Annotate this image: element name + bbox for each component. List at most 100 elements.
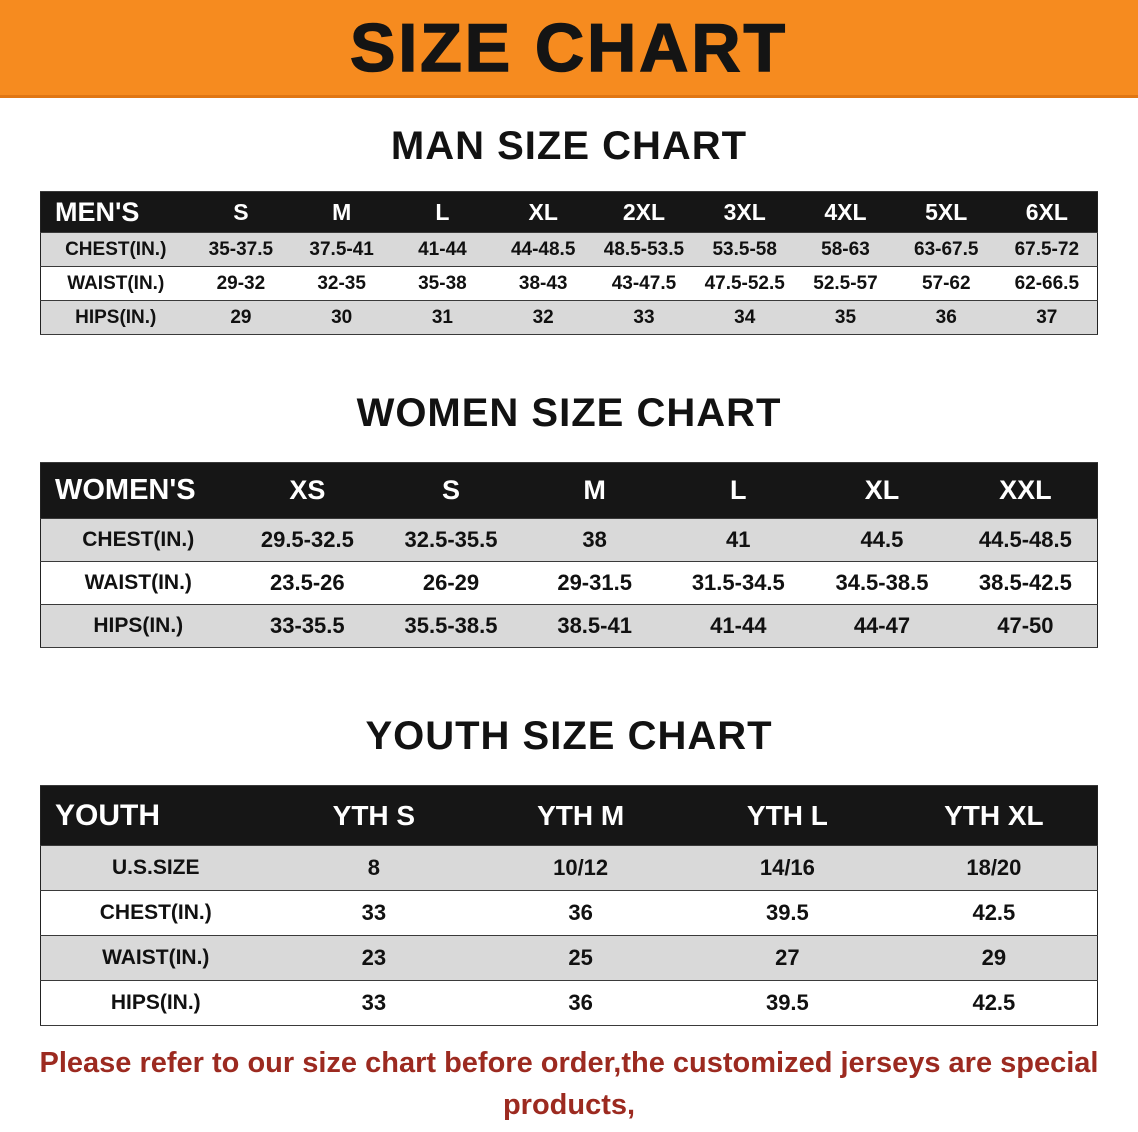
size-value: 58-63 [795, 232, 896, 267]
size-column-header: M [291, 191, 393, 233]
table-header-label: WOMEN'S [40, 462, 236, 519]
size-value: 41-44 [666, 604, 811, 648]
size-column-header: 5XL [895, 191, 997, 233]
size-value: 33 [593, 300, 695, 335]
size-value: 38 [522, 518, 667, 562]
size-value: 44-48.5 [492, 232, 594, 267]
size-column-header: YTH L [684, 785, 891, 846]
size-column-header: 4XL [795, 191, 896, 233]
measure-label: CHEST(IN.) [40, 232, 191, 267]
size-value: 30 [291, 300, 393, 335]
size-value: 34 [694, 300, 796, 335]
size-value: 38-43 [492, 266, 594, 301]
size-column-header: XL [810, 462, 954, 519]
size-value: 48.5-53.5 [593, 232, 695, 267]
size-column-header: M [522, 462, 667, 519]
size-column-header: L [392, 191, 493, 233]
page-title: SIZE CHART [349, 9, 788, 87]
size-value: 63-67.5 [895, 232, 997, 267]
size-value: 62-66.5 [996, 266, 1098, 301]
size-value: 37.5-41 [291, 232, 393, 267]
size-column-header: XS [235, 462, 380, 519]
size-value: 41-44 [392, 232, 493, 267]
size-value: 42.5 [890, 890, 1098, 936]
size-value: 42.5 [890, 980, 1098, 1026]
size-value: 53.5-58 [694, 232, 796, 267]
size-value: 26-29 [379, 561, 523, 605]
size-column-header: S [379, 462, 523, 519]
measure-label: CHEST(IN.) [40, 890, 271, 936]
table-row: CHEST(IN.) 33 36 39.5 42.5 [40, 890, 1098, 936]
size-value: 32 [492, 300, 594, 335]
size-column-header: YTH S [270, 785, 478, 846]
table-row: WAIST(IN.) 23.5-26 26-29 29-31.5 31.5-34.5 34… [40, 561, 1098, 605]
table-header-label: MEN'S [40, 191, 191, 233]
banner: SIZE CHART [0, 0, 1138, 98]
size-value: 32.5-35.5 [379, 518, 523, 562]
size-value: 36 [477, 890, 684, 936]
table-row: HIPS(IN.) 29 30 31 32 33 34 35 36 37 [40, 300, 1098, 335]
women-section-title: WOMEN SIZE CHART [356, 391, 782, 435]
men-size-table: MEN'S S M L XL 2XL 3XL 4XL 5XL 6XL CHEST(IN.) 35-37… [40, 191, 1098, 335]
table-row: WAIST(IN.) 29-32 32-35 35-38 38-43 43-47.5 47.… [40, 266, 1098, 301]
measure-label: WAIST(IN.) [40, 935, 271, 981]
measure-label: WAIST(IN.) [40, 266, 191, 301]
size-value: 33 [270, 980, 478, 1026]
size-value: 35.5-38.5 [379, 604, 523, 648]
measure-label: HIPS(IN.) [40, 604, 236, 648]
size-value: 29-32 [190, 266, 292, 301]
size-value: 36 [895, 300, 997, 335]
size-value: 23 [270, 935, 478, 981]
size-value: 43-47.5 [593, 266, 695, 301]
men-size-section: MAN SIZE CHART MEN'S S M L XL 2XL 3XL 4XL 5XL 6XL… [0, 124, 1138, 335]
size-value: 34.5-38.5 [810, 561, 954, 605]
size-value: 36 [477, 980, 684, 1026]
size-value: 39.5 [684, 980, 891, 1026]
disclaimer-note: Please refer to our size chart before or… [30, 1042, 1108, 1132]
table-header-row: MEN'S S M L XL 2XL 3XL 4XL 5XL 6XL [40, 191, 1098, 233]
table-header-row: YOUTH YTH S YTH M YTH L YTH XL [40, 785, 1098, 846]
size-value: 32-35 [291, 266, 393, 301]
size-value: 33 [270, 890, 478, 936]
youth-size-table: YOUTH YTH S YTH M YTH L YTH XL U.S.SIZE 8 10/12… [40, 785, 1098, 1026]
size-value: 38.5-42.5 [953, 561, 1098, 605]
youth-section-title: YOUTH SIZE CHART [365, 714, 773, 758]
measure-label: U.S.SIZE [40, 845, 271, 891]
table-row: CHEST(IN.) 29.5-32.5 32.5-35.5 38 41 44.5 44.5… [40, 518, 1098, 562]
size-value: 10/12 [477, 845, 684, 891]
size-column-header: YTH XL [890, 785, 1098, 846]
size-value: 29 [890, 935, 1098, 981]
size-value: 29 [190, 300, 292, 335]
size-value: 23.5-26 [235, 561, 380, 605]
youth-size-section: YOUTH SIZE CHART YOUTH YTH S YTH M YTH L YTH… [0, 714, 1138, 1026]
size-value: 39.5 [684, 890, 891, 936]
size-value: 14/16 [684, 845, 891, 891]
size-value: 44-47 [810, 604, 954, 648]
women-size-table: WOMEN'S XS S M L XL XXL CHEST(IN.) 29.5-32.5 32.5… [40, 462, 1098, 648]
table-row: HIPS(IN.) 33 36 39.5 42.5 [40, 980, 1098, 1026]
size-value: 27 [684, 935, 891, 981]
men-section-title: MAN SIZE CHART [390, 124, 748, 168]
size-value: 35-37.5 [190, 232, 292, 267]
size-value: 31 [392, 300, 493, 335]
size-value: 33-35.5 [235, 604, 380, 648]
size-value: 52.5-57 [795, 266, 896, 301]
size-column-header: YTH M [477, 785, 684, 846]
table-header-label: YOUTH [40, 785, 271, 846]
measure-label: HIPS(IN.) [40, 300, 191, 335]
disclaimer-line-1: Please refer to our size chart before or… [39, 1047, 1099, 1122]
size-column-header: 3XL [694, 191, 796, 233]
size-column-header: L [666, 462, 811, 519]
table-header-row: WOMEN'S XS S M L XL XXL [40, 462, 1098, 519]
size-column-header: 6XL [996, 191, 1098, 233]
size-value: 35 [795, 300, 896, 335]
measure-label: HIPS(IN.) [40, 980, 271, 1026]
size-value: 29-31.5 [522, 561, 667, 605]
measure-label: CHEST(IN.) [40, 518, 236, 562]
size-column-header: S [190, 191, 292, 233]
table-row: WAIST(IN.) 23 25 27 29 [40, 935, 1098, 981]
table-row: U.S.SIZE 8 10/12 14/16 18/20 [40, 845, 1098, 891]
measure-label: WAIST(IN.) [40, 561, 236, 605]
size-value: 35-38 [392, 266, 493, 301]
